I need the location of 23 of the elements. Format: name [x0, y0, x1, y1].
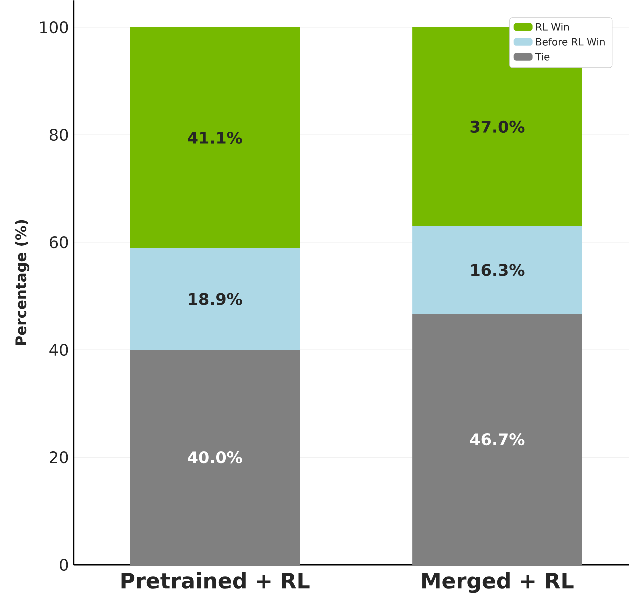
- legend-label: Tie: [535, 53, 550, 61]
- y-tick-label: 20: [50, 452, 68, 464]
- data-label: 18.9%: [189, 293, 242, 306]
- y-axis-title: Percentage (%): [15, 220, 30, 346]
- bar: [412, 314, 582, 566]
- y-tick-label: 60: [50, 236, 68, 249]
- legend-label: Before RL Win: [536, 38, 605, 46]
- bar: [412, 226, 582, 314]
- data-label: 46.7%: [470, 433, 525, 446]
- data-label: 16.3%: [472, 264, 525, 276]
- bar: [130, 248, 300, 350]
- data-label: 37.0%: [470, 120, 525, 134]
- y-tick-label: 0: [60, 559, 68, 572]
- data-label: 40.0%: [188, 452, 242, 464]
- y-tick-label: 80: [50, 128, 68, 142]
- legend-label: RL Win: [536, 23, 570, 31]
- bar: [130, 350, 300, 566]
- x-tick-label: Pretrained + RL: [122, 572, 310, 589]
- x-tick-label: Merged + RL: [422, 572, 574, 594]
- y-tick-label: 40: [50, 344, 68, 356]
- bar: [130, 28, 300, 248]
- y-tick-label: 100: [40, 21, 68, 34]
- data-label: 41.1%: [188, 132, 242, 144]
